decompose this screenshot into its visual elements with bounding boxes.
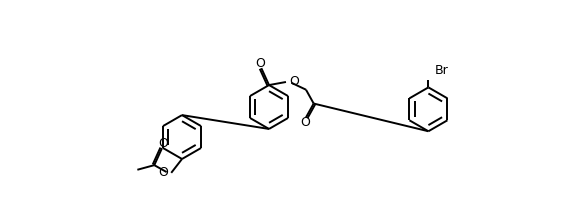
Text: O: O	[255, 57, 264, 70]
Text: O: O	[300, 116, 310, 129]
Text: O: O	[158, 166, 168, 179]
Text: O: O	[289, 75, 299, 89]
Text: Br: Br	[434, 64, 449, 77]
Text: O: O	[158, 137, 168, 150]
